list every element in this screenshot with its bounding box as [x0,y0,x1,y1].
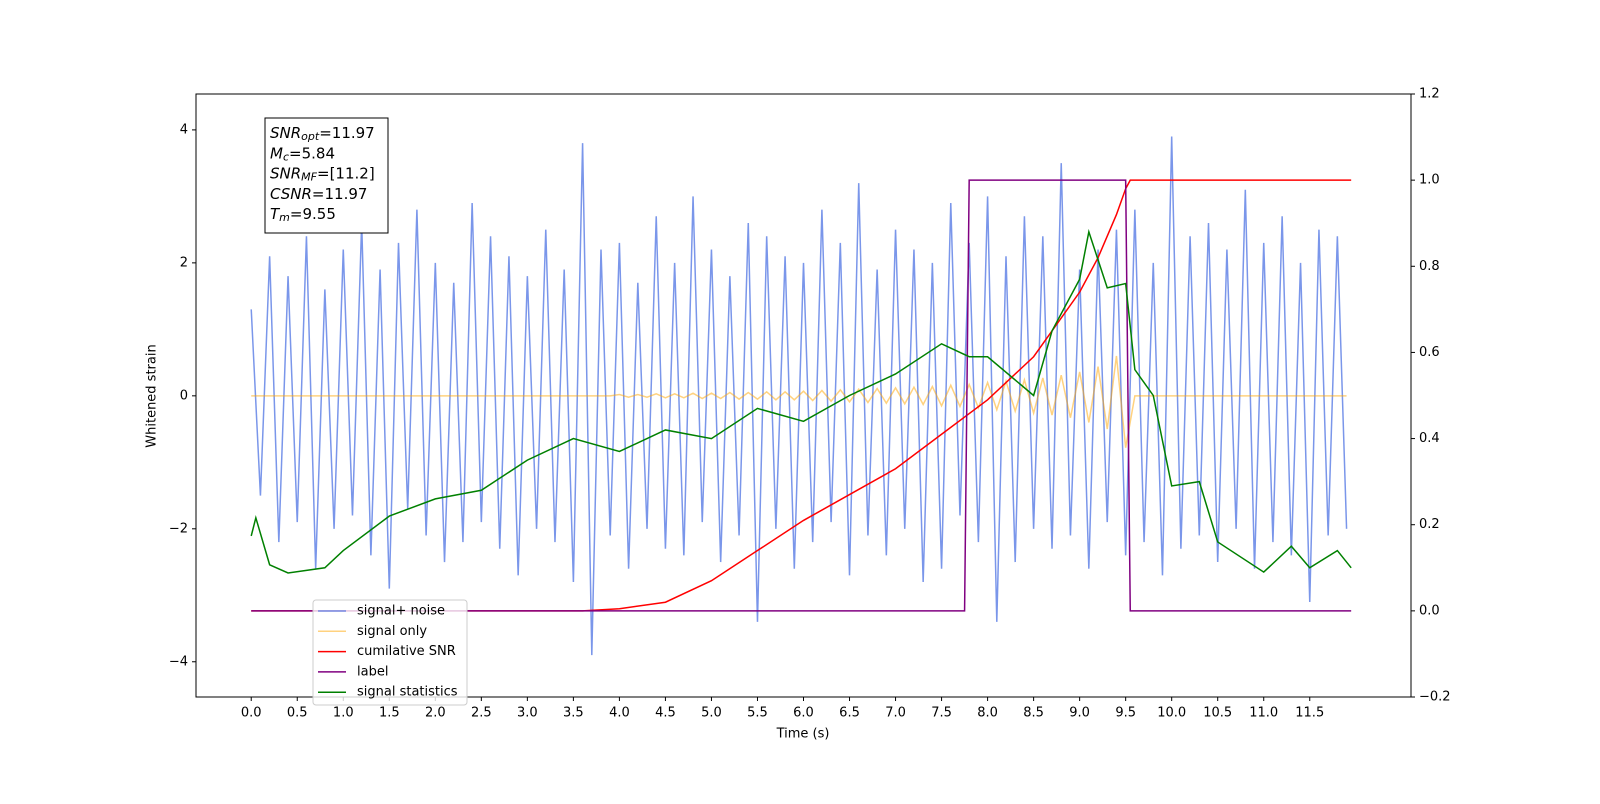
y2-tick-label: 0.8 [1419,259,1440,274]
legend-label: label [357,664,388,679]
y2-tick-label: 0.2 [1419,517,1440,532]
x-tick-label: 3.5 [563,706,584,721]
x-tick-label: 0.5 [287,706,308,721]
y-tick-label: −2 [169,521,188,536]
y2-tick-label: 1.2 [1419,87,1440,102]
annotation: SNRopt=11.97 [270,124,375,144]
x-tick-label: 11.5 [1295,706,1324,721]
annotation-main: M [270,144,283,162]
x-tick-label: 5.5 [747,706,768,721]
x-tick-label: 2.5 [471,706,492,721]
x-tick-label: 1.0 [333,706,354,721]
legend-label: signal+ noise [357,604,445,619]
series-line [250,228,1352,574]
annotation-sub: c [283,150,289,163]
x-tick-label: 3.0 [517,706,538,721]
x-tick-label: 1.5 [379,706,400,721]
x-tick-label: 0.0 [241,706,262,721]
annotation-main: T [270,205,281,223]
legend-box [312,599,468,706]
annotation-rest: =9.55 [290,205,336,223]
annotation-main: SNR [270,164,301,182]
annotation-rest: =[11.2] [317,164,375,182]
y2-tick-label: 0.6 [1419,345,1440,360]
annotation: CSNR=11.97 [270,184,367,202]
series-line [251,179,1352,612]
series-line [251,179,1352,612]
x-tick-label: 5.0 [701,706,722,721]
series-line [251,355,1347,448]
x-tick-label: 4.0 [609,706,630,721]
x-tick-label: 6.5 [839,706,860,721]
annotation: Mc=5.84 [270,144,335,164]
annotation-rest: =5.84 [289,144,335,162]
x-tick-label: 4.5 [655,706,676,721]
x-tick-label: 10.5 [1203,706,1232,721]
y-tick-label: 2 [180,255,188,270]
y-tick-label: 4 [180,122,188,137]
x-tick-label: 7.5 [931,706,952,721]
annotation: Tm=9.55 [270,205,336,225]
x-tick-label: 10.0 [1157,706,1186,721]
x-tick-label: 8.5 [1023,706,1044,721]
annotation-sub: m [279,211,290,224]
annotation: SNRMF=[11.2] [270,164,375,184]
annotation-rest: =11.97 [319,124,375,142]
annotation-rest: =11.97 [312,184,368,202]
legend-label: signal only [357,624,427,639]
x-tick-label: 7.0 [885,706,906,721]
annotation-sub: opt [301,130,320,143]
x-tick-label: 11.0 [1249,706,1278,721]
x-tick-label: 9.5 [1115,706,1136,721]
x-tick-label: 8.0 [977,706,998,721]
y-axis-label: Whitened strain [145,344,160,447]
y2-tick-label: 0.4 [1419,431,1440,446]
y2-tick-label: 0.0 [1419,603,1440,618]
y-tick-label: 0 [180,388,188,403]
annotation-box [264,117,389,234]
y2-tick-label: 1.0 [1419,173,1440,188]
y2-tick-label: −0.2 [1419,690,1451,705]
legend-label: cumilative SNR [357,644,456,659]
x-axis-label: Time (s) [776,727,830,742]
x-tick-label: 9.0 [1069,706,1090,721]
annotation-sub: MF [301,171,317,184]
x-tick-label: 6.0 [793,706,814,721]
legend-label: signal statistics [357,685,458,700]
annotation-main: CSNR [270,184,312,202]
x-tick-label: 2.0 [425,706,446,721]
annotation-main: SNR [270,124,301,142]
y-tick-label: −4 [169,654,188,669]
series-line [250,136,1348,656]
